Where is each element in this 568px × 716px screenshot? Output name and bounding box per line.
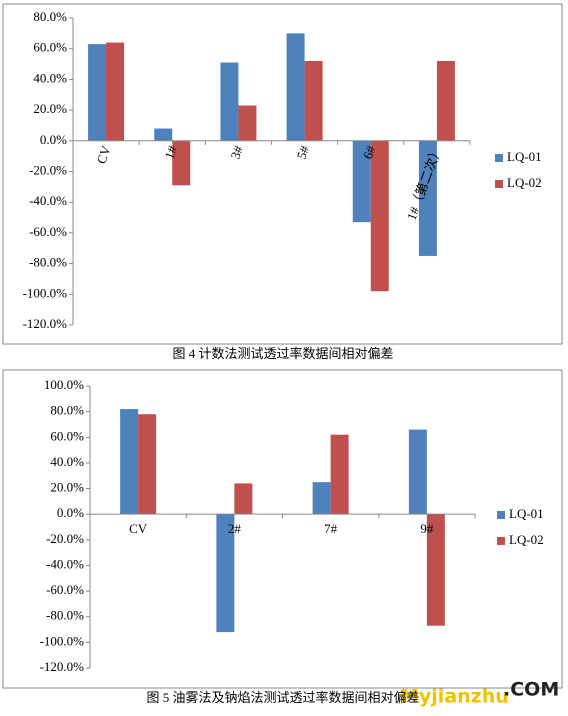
y-tick-label: 80.0% bbox=[50, 403, 84, 418]
chart-frame bbox=[2, 369, 563, 689]
watermark-suffix: .COM bbox=[503, 679, 559, 701]
bar bbox=[408, 429, 427, 515]
y-tick-label: 40.0% bbox=[33, 70, 67, 85]
x-tick-label: CV bbox=[129, 521, 148, 536]
watermark: Myjianzhu bbox=[400, 686, 509, 708]
y-tick-label: -40.0% bbox=[29, 193, 67, 208]
legend-label: LQ-02 bbox=[507, 175, 542, 190]
y-tick-label: 0.0% bbox=[57, 505, 84, 520]
bar bbox=[238, 105, 257, 141]
bar bbox=[330, 434, 349, 515]
y-tick-label: 60.0% bbox=[50, 428, 84, 443]
y-tick-label: -100.0% bbox=[23, 285, 68, 300]
y-tick-label: 20.0% bbox=[50, 480, 84, 495]
bar bbox=[370, 140, 389, 292]
y-tick-label: 100.0% bbox=[44, 377, 84, 392]
y-tick-label: 80.0% bbox=[33, 9, 67, 24]
x-tick-label: CV bbox=[93, 143, 113, 166]
bar bbox=[436, 60, 455, 141]
bar bbox=[234, 483, 253, 515]
legend-swatch bbox=[495, 180, 503, 188]
y-tick-label: -100.0% bbox=[40, 633, 85, 648]
bar bbox=[154, 128, 173, 141]
x-tick-label: 5# bbox=[294, 143, 313, 161]
caption: 图 4 计数法测试透过率数据间相对偏差 bbox=[172, 346, 393, 361]
bar bbox=[286, 33, 305, 141]
bar bbox=[138, 414, 157, 515]
legend-label: LQ-01 bbox=[507, 149, 542, 164]
x-tick-label: 3# bbox=[227, 143, 246, 161]
bar bbox=[172, 140, 191, 186]
legend-swatch bbox=[495, 154, 503, 162]
x-tick-label: 7# bbox=[324, 521, 338, 536]
bar bbox=[312, 482, 331, 515]
y-tick-label: -60.0% bbox=[46, 582, 84, 597]
legend-swatch bbox=[497, 511, 505, 519]
bar bbox=[120, 409, 139, 515]
bar bbox=[106, 42, 125, 141]
y-tick-label: -20.0% bbox=[46, 531, 84, 546]
y-tick-label: -120.0% bbox=[23, 316, 68, 331]
bar bbox=[352, 140, 371, 223]
y-tick-label: -20.0% bbox=[29, 162, 67, 177]
legend-swatch bbox=[497, 537, 505, 545]
legend-label: LQ-01 bbox=[509, 506, 544, 521]
bar bbox=[426, 514, 445, 626]
y-tick-label: -80.0% bbox=[46, 608, 84, 623]
x-tick-label: 2# bbox=[228, 521, 242, 536]
y-tick-label: -80.0% bbox=[29, 255, 67, 270]
bar bbox=[88, 44, 107, 141]
y-tick-label: 40.0% bbox=[50, 454, 84, 469]
y-tick-label: -60.0% bbox=[29, 224, 67, 239]
x-tick-label: 6# bbox=[360, 143, 379, 161]
caption: 图 5 油雾法及钠焰法测试透过率数据间相对偏差 bbox=[146, 690, 419, 705]
bar bbox=[304, 60, 323, 141]
legend-label: LQ-02 bbox=[509, 532, 544, 547]
y-tick-label: 0.0% bbox=[40, 132, 67, 147]
bar bbox=[216, 514, 235, 633]
chart-frame bbox=[2, 3, 563, 345]
y-tick-label: 60.0% bbox=[33, 40, 67, 55]
y-tick-label: -120.0% bbox=[40, 659, 85, 674]
y-tick-label: 20.0% bbox=[33, 101, 67, 116]
bar bbox=[418, 140, 437, 256]
x-tick-label: 9# bbox=[420, 521, 434, 536]
y-tick-label: -40.0% bbox=[46, 556, 84, 571]
x-tick-label: 1# bbox=[161, 143, 180, 161]
bar bbox=[220, 62, 239, 141]
